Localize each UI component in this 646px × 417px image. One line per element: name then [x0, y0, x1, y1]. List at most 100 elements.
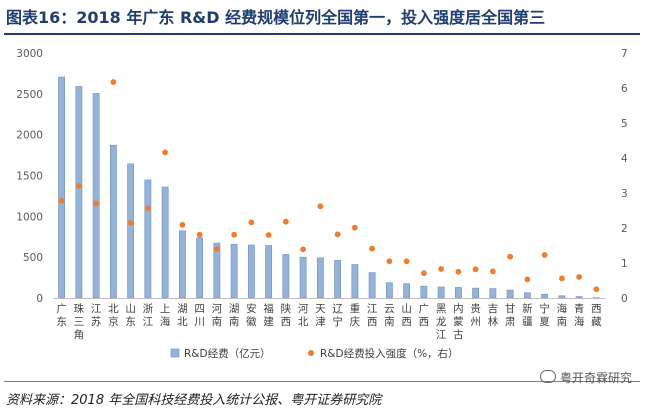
intensity-point — [248, 219, 255, 226]
intensity-point — [110, 79, 117, 85]
bar — [299, 256, 307, 299]
wechat-icon — [539, 370, 556, 383]
intensity-point — [300, 246, 307, 253]
bar — [575, 296, 583, 299]
intensity-point — [507, 253, 514, 260]
x-tick-label: 吉林 — [488, 303, 499, 328]
watermark: 粤开奇霖研究 — [539, 369, 632, 386]
x-tick-label: 广东 — [56, 303, 67, 328]
intensity-point — [196, 231, 203, 238]
intensity-point — [489, 268, 496, 275]
intensity-point — [593, 286, 600, 293]
intensity-point — [438, 266, 445, 272]
bar — [109, 144, 117, 299]
x-tick-label: 山西 — [401, 303, 412, 328]
bar — [403, 283, 411, 299]
x-tick-label: 海南 — [557, 302, 568, 328]
x-tick-label: 湖北 — [177, 303, 188, 328]
y-right-tick-label: 0 — [621, 293, 628, 305]
x-tick-label: 湖南 — [229, 303, 240, 328]
intensity-point — [541, 252, 548, 258]
x-tick-label: 云南 — [384, 303, 395, 328]
bar — [247, 244, 255, 299]
x-tick-label: 青海 — [574, 302, 585, 328]
bar — [161, 186, 169, 299]
chart-title: 图表16：2018 年广东 R&D 经费规模位列全国第一，投入强度居全国第三 — [6, 8, 546, 27]
x-tick-label: 广西 — [419, 303, 430, 328]
x-tick-label: 北京 — [108, 303, 119, 328]
bar — [351, 264, 359, 299]
title-rule — [4, 33, 640, 35]
y-left-tick-label: 3000 — [16, 48, 43, 60]
footer-rule — [4, 381, 640, 382]
bar — [265, 245, 273, 299]
watermark-text: 粤开奇霖研究 — [559, 371, 632, 385]
y-right-tick-label: 5 — [621, 118, 628, 130]
bar — [541, 293, 549, 299]
legend-dot-swatch — [308, 350, 314, 356]
x-tick-label: 重庆 — [350, 302, 361, 328]
intensity-point — [282, 218, 289, 225]
x-tick-label: 上海 — [160, 303, 171, 328]
intensity-point — [369, 245, 376, 252]
bar — [178, 230, 186, 299]
legend-bar-swatch — [170, 348, 180, 358]
bar — [92, 93, 100, 299]
intensity-point — [472, 266, 479, 273]
source-note: 资料来源：2018 年全国科技经费投入统计公报、粤开证券研究院 — [6, 393, 382, 408]
bar — [523, 292, 531, 299]
bar — [144, 179, 152, 299]
intensity-point — [334, 231, 341, 238]
intensity-point — [58, 197, 65, 204]
intensity-point — [455, 268, 462, 275]
y-right-tick-label: 1 — [621, 258, 628, 270]
intensity-point — [127, 219, 134, 226]
x-tick-label: 四川 — [194, 303, 205, 328]
y-right-tick-label: 6 — [621, 83, 628, 95]
intensity-point — [162, 149, 169, 156]
x-tick-label: 浙江 — [143, 303, 154, 328]
bar — [558, 295, 566, 299]
x-tick-label: 江苏 — [91, 303, 102, 328]
legend-dot-label: R&D经费投入强度（%，右） — [320, 347, 459, 360]
x-tick-label: 河北 — [298, 303, 309, 328]
y-right-tick-label: 4 — [621, 153, 628, 165]
bar — [127, 163, 135, 299]
bar — [334, 260, 342, 299]
y-left-tick-label: 2000 — [16, 130, 43, 142]
x-tick-label: 陕西 — [281, 302, 292, 328]
bar — [316, 257, 324, 299]
intensity-point — [213, 246, 220, 252]
y-left-tick-label: 500 — [23, 252, 43, 264]
bar — [58, 76, 66, 299]
y-right-tick-label: 7 — [621, 48, 628, 60]
intensity-point — [317, 203, 324, 210]
bar — [437, 286, 445, 299]
y-right-tick-label: 2 — [621, 223, 628, 235]
y-left-tick-label: 1500 — [16, 171, 43, 183]
y-right-tick-label: 3 — [621, 188, 628, 200]
x-tick-label: 天津 — [315, 303, 326, 328]
x-tick-label: 宁夏 — [539, 302, 550, 328]
bar — [196, 237, 204, 299]
intensity-point — [144, 205, 151, 211]
bar — [282, 254, 290, 299]
x-tick-label: 辽宁 — [332, 303, 343, 328]
x-tick-label: 甘肃 — [505, 302, 516, 328]
intensity-point — [386, 258, 393, 265]
intensity-point — [265, 232, 272, 238]
bar — [368, 272, 376, 299]
x-tick-label: 贵州 — [470, 302, 481, 328]
intensity-point — [93, 200, 100, 207]
intensity-point — [75, 183, 82, 189]
x-tick-label: 安徽 — [246, 302, 257, 328]
y-left-tick-label: 2500 — [16, 89, 43, 101]
x-tick-label: 内蒙古 — [453, 302, 464, 341]
intensity-point — [558, 275, 565, 282]
x-tick-label: 珠三角 — [74, 302, 85, 341]
y-left-tick-label: 0 — [36, 293, 43, 305]
y-left-tick-label: 1000 — [16, 211, 43, 223]
x-tick-label: 黑龙江 — [436, 303, 447, 341]
bar — [420, 285, 428, 299]
